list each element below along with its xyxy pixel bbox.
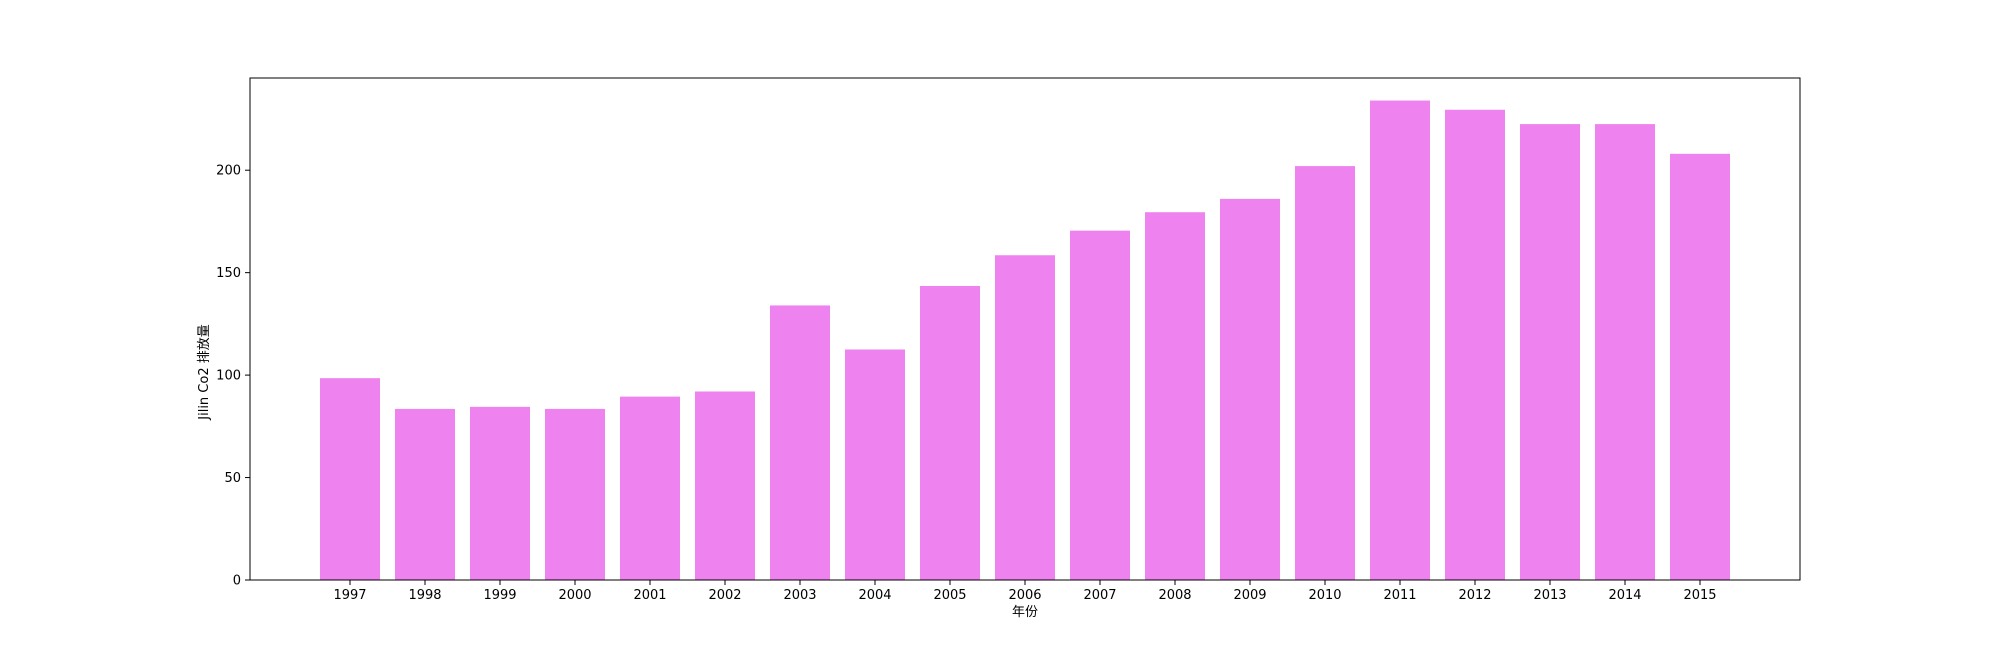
x-tick-label: 2009 — [1233, 588, 1266, 603]
bar-2000 — [545, 408, 605, 580]
bar-2003 — [770, 305, 830, 580]
x-tick-label: 2000 — [558, 588, 591, 603]
x-axis-label: 年份 — [1012, 605, 1038, 620]
x-tick-label: 1999 — [483, 588, 516, 603]
y-tick-label: 50 — [224, 471, 241, 486]
x-tick-label: 2014 — [1608, 588, 1641, 603]
x-tick-label: 2005 — [933, 588, 966, 603]
bar-2012 — [1445, 109, 1505, 580]
bar-2009 — [1220, 198, 1280, 580]
y-tick-label: 100 — [216, 369, 241, 384]
x-tick-label: 2007 — [1083, 588, 1116, 603]
x-tick-label: 2010 — [1308, 588, 1341, 603]
x-tick-label: 2006 — [1008, 588, 1041, 603]
x-tick-label: 2015 — [1683, 588, 1716, 603]
bar-2013 — [1520, 124, 1580, 580]
bar-1997 — [320, 378, 380, 580]
x-tick-label: 2012 — [1458, 588, 1491, 603]
axes-layer: 0 50 100 150 200 1997 1998 1999 2000 2001 2002 2003… — [216, 77, 1801, 603]
bar-2011 — [1370, 100, 1430, 581]
y-axis-label: Jilin Co2 排放量 — [197, 324, 212, 420]
bar-2006 — [995, 255, 1055, 580]
bar-2008 — [1145, 212, 1205, 580]
x-tick-label: 2004 — [858, 588, 891, 603]
x-tick-label: 2008 — [1158, 588, 1191, 603]
bar-2005 — [920, 285, 980, 580]
x-tick-label: 2013 — [1533, 588, 1566, 603]
bar-2001 — [620, 396, 680, 580]
x-tick-label: 2001 — [633, 588, 666, 603]
bar-1998 — [395, 408, 455, 580]
x-tick-label: 2002 — [708, 588, 741, 603]
x-tick-label: 2003 — [783, 588, 816, 603]
x-tick-label: 2011 — [1383, 588, 1416, 603]
x-tick-label: 1997 — [333, 588, 366, 603]
bar-2010 — [1295, 166, 1355, 580]
bar-2004 — [845, 349, 905, 580]
y-tick-label: 0 — [233, 574, 241, 589]
bar-2007 — [1070, 230, 1130, 580]
y-tick-label: 200 — [216, 164, 241, 179]
bar-2014 — [1595, 124, 1655, 580]
bar-1999 — [470, 406, 530, 580]
bars-layer — [320, 100, 1730, 581]
x-tick-label: 1998 — [408, 588, 441, 603]
bar-2015 — [1670, 153, 1730, 580]
y-tick-label: 150 — [216, 266, 241, 281]
bar-2002 — [695, 391, 755, 580]
